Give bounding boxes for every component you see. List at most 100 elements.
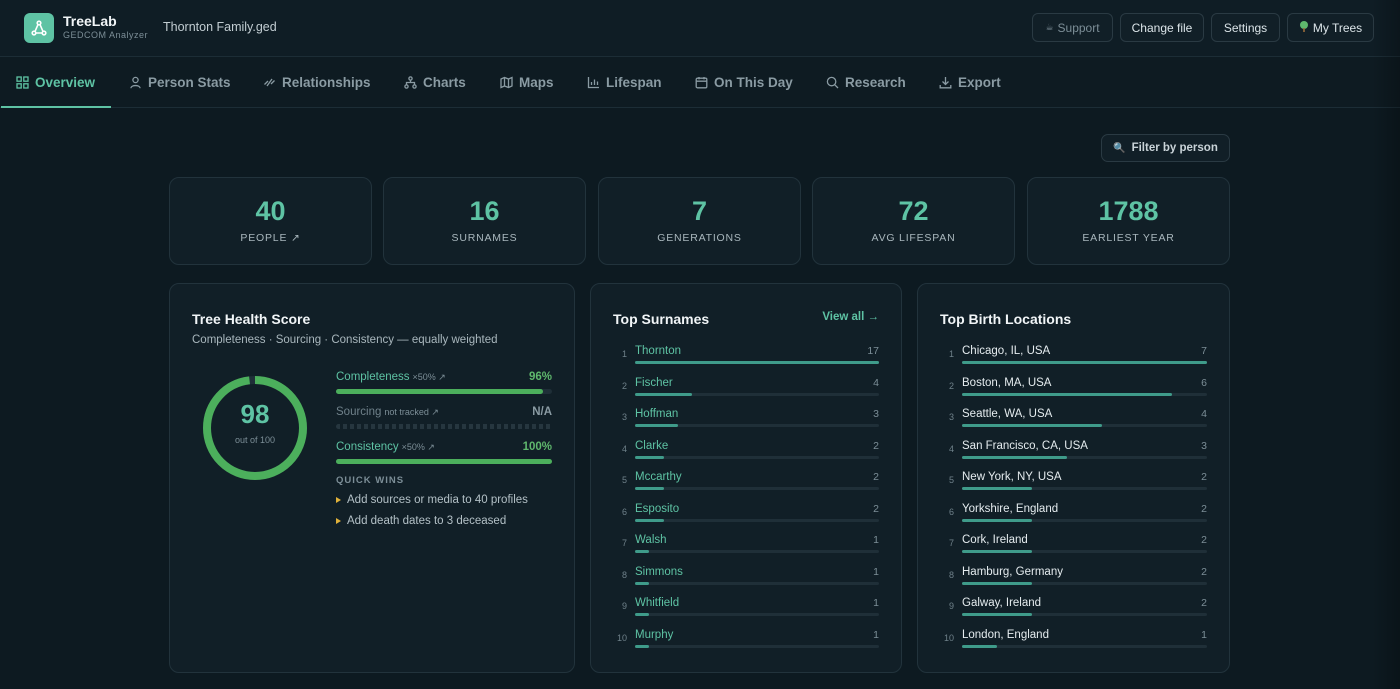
surname-row[interactable]: 10 Murphy 1 <box>613 626 879 658</box>
rank: 2 <box>948 380 954 391</box>
item-bar-track <box>635 424 879 427</box>
item-bar-track <box>635 361 879 364</box>
link-icon <box>264 78 275 86</box>
item-name: Simmons <box>635 565 683 578</box>
download-icon <box>939 76 952 88</box>
rank: 7 <box>948 538 954 548</box>
location-row[interactable]: 5 New York, NY, USA 2 <box>940 468 1207 500</box>
location-row[interactable]: 1 Chicago, IL, USA 7 <box>940 342 1207 374</box>
quick-win-text: Add sources or media to 40 profiles <box>347 494 528 506</box>
item-name: London, England <box>962 628 1049 641</box>
item-bar-track <box>962 550 1207 553</box>
surname-row[interactable]: 2 Fischer 4 <box>613 374 879 406</box>
item-name: Mccarthy <box>635 471 682 483</box>
rank: 3 <box>948 412 954 422</box>
item-count: 1 <box>1201 628 1207 641</box>
item-name: Murphy <box>635 628 674 641</box>
surname-list: 1 Thornton 17 2 Fischer 4 3 Hoffman 3 4 Clarke 2 5 Mc… <box>613 342 879 657</box>
item-count: 2 <box>1201 565 1207 578</box>
item-count: 2 <box>1201 534 1207 546</box>
quick-win-item[interactable]: Add death dates to 3 deceased <box>336 515 506 527</box>
view-all-link[interactable]: View all → <box>822 311 879 323</box>
brand: TreeLab GEDCOM Analyzer <box>63 13 148 40</box>
my-trees-button[interactable]: My Trees <box>1287 13 1374 42</box>
tab-lifespan[interactable]: Lifespan <box>587 57 662 107</box>
item-name: Whitfield <box>635 597 680 609</box>
calendar-icon <box>695 76 708 88</box>
item-bar-track <box>635 613 879 616</box>
item-bar-fill <box>635 550 650 553</box>
tab-charts[interactable]: Charts <box>404 57 466 107</box>
rank: 10 <box>616 632 627 643</box>
item-bar-fill <box>962 550 1032 553</box>
tab-export[interactable]: Export <box>939 57 1001 107</box>
item-bar-track <box>962 613 1207 616</box>
tab-label: Research <box>845 74 906 90</box>
filter-by-person-button[interactable]: 🔍 Filter by person <box>1101 134 1230 162</box>
rank: 1 <box>621 349 627 359</box>
arrow-right-icon <box>336 497 341 503</box>
metric-completeness[interactable]: Completeness ×50% ↗ 96% <box>336 368 552 394</box>
surname-row[interactable]: 5 Mccarthy 2 <box>613 468 879 500</box>
metric-track <box>336 389 552 394</box>
item-count: 4 <box>1201 408 1207 420</box>
item-bar-track <box>635 581 879 585</box>
item-bar-fill <box>635 518 664 522</box>
item-bar-fill <box>962 487 1032 490</box>
tab-on-this-day[interactable]: On This Day <box>695 57 793 107</box>
surname-row[interactable]: 8 Simmons 1 <box>613 563 879 595</box>
item-count: 1 <box>873 534 879 546</box>
rank: 8 <box>621 569 627 580</box>
change-file-button[interactable]: Change file <box>1120 13 1204 42</box>
tab-label: Charts <box>423 74 466 90</box>
treelab-logo-icon[interactable] <box>24 13 54 43</box>
location-row[interactable]: 4 San Francisco, CA, USA 3 <box>940 437 1207 469</box>
settings-button[interactable]: Settings <box>1211 13 1280 42</box>
tab-person-stats[interactable]: Person Stats <box>129 57 231 107</box>
tab-overview[interactable]: Overview <box>0 57 112 108</box>
location-list: 1 Chicago, IL, USA 7 2 Boston, MA, USA 6 3 Seat… <box>940 342 1207 657</box>
top-birth-locations-panel: Top Birth Locations 1 Chicago, IL, USA 7 2 B… <box>917 283 1230 673</box>
location-row[interactable]: 6 Yorkshire, England 2 <box>940 500 1207 532</box>
location-row[interactable]: 2 Boston, MA, USA 6 <box>940 374 1207 406</box>
surname-row[interactable]: 6 Esposito 2 <box>613 500 879 532</box>
surname-row[interactable]: 9 Whitfield 1 <box>613 594 879 626</box>
rank: 5 <box>621 475 627 485</box>
surname-row[interactable]: 1 Thornton 17 <box>613 342 879 374</box>
item-count: 2 <box>873 471 879 483</box>
surname-row[interactable]: 3 Hoffman 3 <box>613 405 879 437</box>
item-name: Thornton <box>635 345 682 357</box>
location-row[interactable]: 3 Seattle, WA, USA 4 <box>940 405 1207 437</box>
metric-note: not tracked ↗ <box>384 407 439 417</box>
tab-relationships[interactable]: Relationships <box>263 57 371 107</box>
quick-win-item[interactable]: Add sources or media to 40 profiles <box>336 494 528 506</box>
tab-maps[interactable]: Maps <box>500 57 554 107</box>
filter-label: Filter by person <box>1131 142 1218 154</box>
rank: 3 <box>621 412 627 422</box>
stat-card-people[interactable]: 40 PEOPLE ↗ <box>169 177 372 265</box>
item-count: 1 <box>873 565 879 578</box>
location-row[interactable]: 9 Galway, Ireland 2 <box>940 594 1207 626</box>
magnifier-icon: 🔍 <box>1113 142 1126 154</box>
item-bar-fill <box>962 644 997 648</box>
location-row[interactable]: 10 London, England 1 <box>940 626 1207 658</box>
item-name: Galway, Ireland <box>962 597 1042 609</box>
tab-research[interactable]: Research <box>826 57 906 107</box>
surname-row[interactable]: 4 Clarke 2 <box>613 437 879 469</box>
surname-row[interactable]: 7 Walsh 1 <box>613 531 879 563</box>
panel-title: Top Birth Locations <box>940 311 1072 327</box>
metric-name: Consistency <box>336 441 399 453</box>
item-name: Yorkshire, England <box>962 502 1059 515</box>
metric-consistency[interactable]: Consistency ×50% ↗ 100% <box>336 438 552 464</box>
item-name: Hoffman <box>635 408 679 420</box>
item-bar-track <box>962 487 1207 490</box>
item-bar-track <box>635 487 879 490</box>
metric-sourcing[interactable]: Sourcing not tracked ↗ N/A <box>336 403 552 429</box>
stat-value: 40 <box>255 196 286 226</box>
item-name: Hamburg, Germany <box>962 565 1063 578</box>
location-row[interactable]: 8 Hamburg, Germany 2 <box>940 563 1207 595</box>
support-button[interactable]: ☕ Support <box>1032 13 1113 42</box>
location-row[interactable]: 7 Cork, Ireland 2 <box>940 531 1207 563</box>
tree-nodes-icon <box>404 75 417 89</box>
stat-value: 1788 <box>1098 196 1159 226</box>
